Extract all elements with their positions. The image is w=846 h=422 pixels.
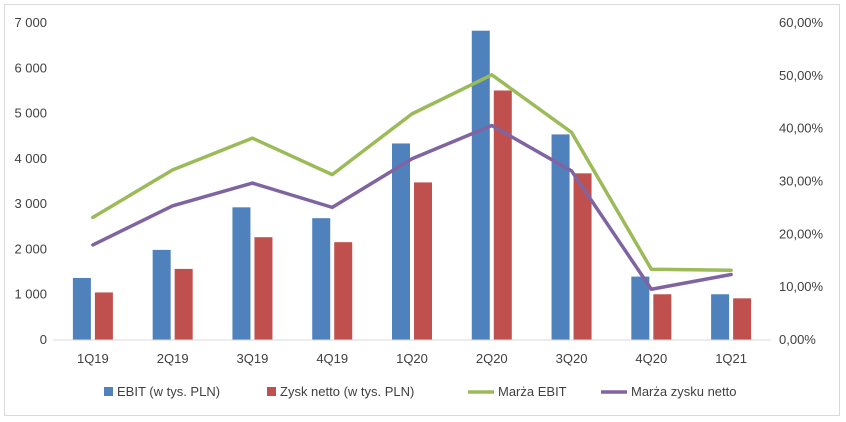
left-tick-label: 5 000: [14, 106, 47, 121]
line-marza-zysku-netto: [91, 123, 733, 292]
x-tick-label: 3Q19: [237, 351, 269, 366]
left-tick-label: 7 000: [14, 15, 47, 30]
bar-zysk-netto-1q20: [414, 182, 432, 340]
bar-ebit-1q21: [711, 294, 730, 340]
x-tick-label: 2Q19: [157, 351, 189, 366]
combo-chart: 0 1 000 2 000 3 000 4 000 5 000 6 000 7 000 0,0…: [14, 15, 824, 399]
bar-ebit-3q20: [551, 134, 570, 340]
legend-swatch-ebit-w-tys-pln: [104, 387, 113, 396]
bar-zysk-netto-3q20: [573, 173, 592, 340]
x-tick-label: 1Q19: [77, 351, 109, 366]
x-tick-label: 3Q20: [556, 351, 588, 366]
bar-ebit-3q19: [232, 207, 251, 340]
bar-ebit-4q20: [631, 276, 650, 340]
bar-ebit-4q19: [312, 218, 331, 340]
bar-zysk-netto-2q20: [493, 90, 512, 341]
x-tick-label: 4Q20: [635, 351, 667, 366]
right-tick-label: 0,00%: [779, 332, 816, 347]
left-tick-label: 2 000: [14, 241, 47, 256]
bar-zysk-netto-2q19: [174, 268, 193, 340]
line-marza-ebit: [91, 73, 733, 273]
bars-layer: [72, 30, 752, 341]
right-tick-label: 20,00%: [779, 226, 824, 241]
legend-swatch-zysk-netto-w-tys-pln: [267, 387, 276, 396]
legend: EBIT (w tys. PLN) Zysk netto (w tys. PLN)…: [104, 384, 737, 399]
right-tick-label: 40,00%: [779, 121, 824, 136]
right-tick-label: 60,00%: [779, 15, 824, 30]
right-tick-label: 10,00%: [779, 279, 824, 294]
x-tick-label: 1Q21: [715, 351, 747, 366]
bar-ebit-1q20: [392, 143, 410, 340]
left-tick-label: 6 000: [14, 60, 47, 75]
bar-zysk-netto-4q19: [334, 242, 353, 340]
left-tick-label: 1 000: [14, 287, 47, 302]
bar-zysk-netto-4q20: [653, 294, 672, 340]
x-axis-ticks: 1Q19 2Q19 3Q19 4Q19 1Q20 2Q20 3Q20 4Q20 1Q21: [77, 351, 747, 366]
right-tick-label: 50,00%: [779, 68, 824, 83]
legend-label-zysk-netto-w-tys-pln: Zysk netto (w tys. PLN): [280, 384, 414, 399]
legend-label-mar-a-ebit: Marża EBIT: [498, 384, 567, 399]
legend-label-mar-a-zysku-netto: Marża zysku netto: [631, 384, 737, 399]
left-tick-label: 3 000: [14, 196, 47, 211]
chart-frame: 0 1 000 2 000 3 000 4 000 5 000 6 000 7 000 0,0…: [4, 4, 840, 416]
bar-zysk-netto-1q19: [94, 292, 113, 340]
left-axis-ticks: 0 1 000 2 000 3 000 4 000 5 000 6 000 7 000: [14, 15, 47, 347]
bar-zysk-netto-1q21: [733, 298, 752, 340]
lines-layer: [91, 73, 733, 292]
bar-ebit-2q19: [152, 249, 171, 340]
x-tick-label: 4Q19: [316, 351, 348, 366]
bar-ebit-2q20: [471, 30, 490, 340]
bar-zysk-netto-3q19: [254, 237, 273, 340]
x-tick-label: 1Q20: [396, 351, 428, 366]
right-axis-ticks: 0,00% 10,00% 20,00% 30,00% 40,00% 50,00% 60,00…: [779, 15, 824, 347]
x-tick-label: 2Q20: [476, 351, 508, 366]
right-tick-label: 30,00%: [779, 174, 824, 189]
left-tick-label: 4 000: [14, 151, 47, 166]
left-tick-label: 0: [40, 332, 47, 347]
legend-label-ebit-w-tys-pln: EBIT (w tys. PLN): [117, 384, 220, 399]
bar-ebit-1q19: [72, 277, 91, 340]
